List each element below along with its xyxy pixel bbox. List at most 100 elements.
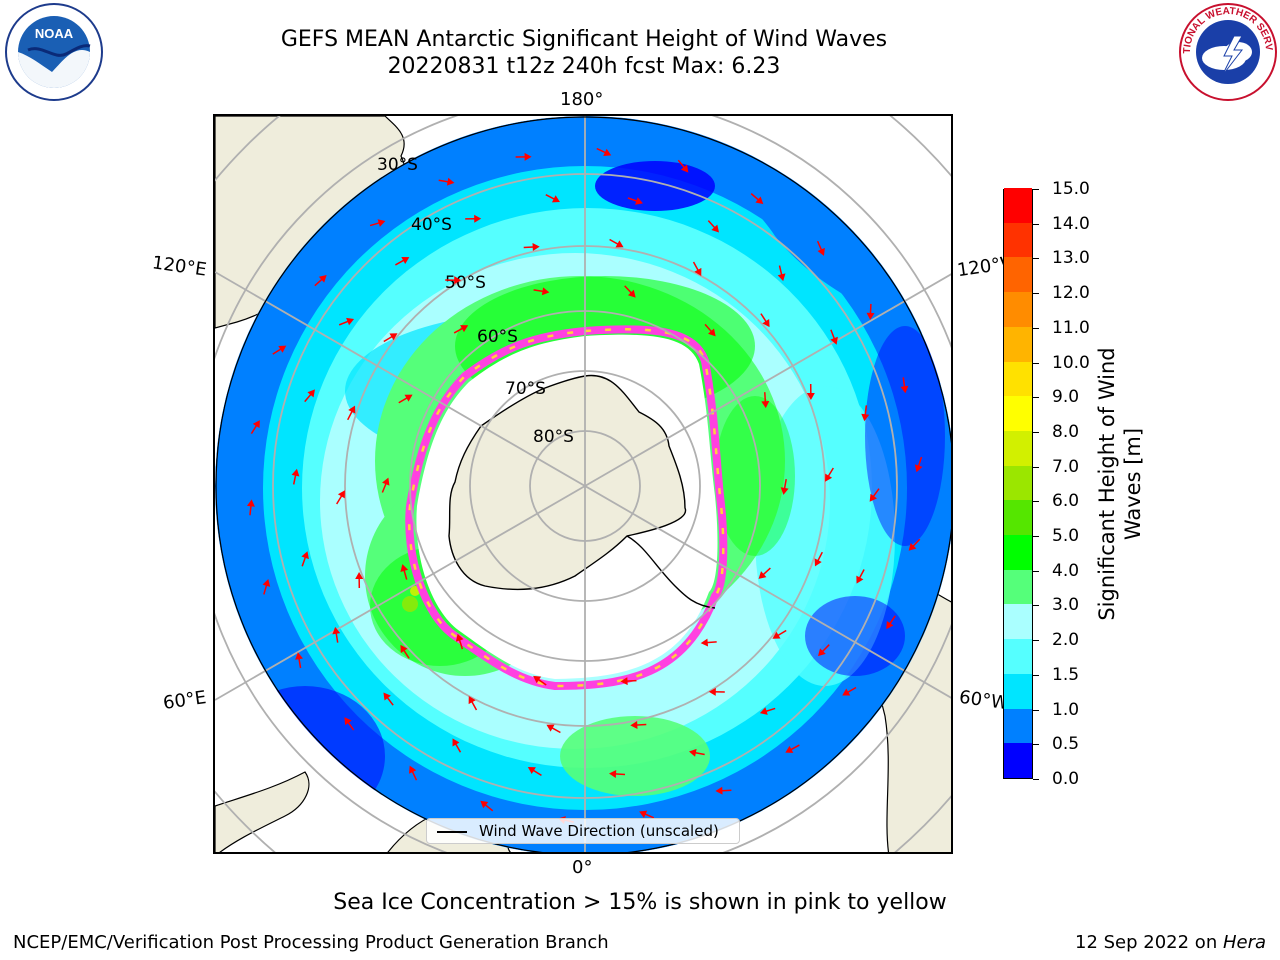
colorbar-segment <box>1004 361 1032 397</box>
colorbar-tick <box>1033 189 1039 190</box>
wave-arrow <box>409 765 418 781</box>
colorbar-segment <box>1004 326 1032 362</box>
map-panel: 30°S 40°S 50°S 60°S 70°S 80°S <box>213 114 953 854</box>
wave-arrow <box>900 377 909 394</box>
colorbar-tick-label: 7.0 <box>1052 456 1080 477</box>
colorbar-segment <box>1004 569 1032 605</box>
lat-labels: 30°S 40°S 50°S 60°S 70°S 80°S <box>377 155 574 447</box>
wave-arrow <box>861 405 870 422</box>
wave-arrow <box>627 197 643 205</box>
colorbar-tick-label: 13.0 <box>1052 248 1090 269</box>
colorbar-tick <box>1033 293 1039 295</box>
wave-arrow <box>272 345 287 355</box>
colorbar-tick-label: 11.0 <box>1052 317 1090 338</box>
colorbar-segment <box>1004 222 1032 258</box>
colorbar-segment <box>1004 603 1032 640</box>
colorbar-segment <box>1004 534 1032 570</box>
wave-arrow <box>523 243 540 251</box>
wave-arrow <box>355 572 364 589</box>
colorbar-tick-label: 0.5 <box>1052 734 1080 755</box>
lat-label-80s: 80°S <box>533 427 574 447</box>
wave-arrow <box>700 638 717 647</box>
wave-arrow <box>533 675 547 686</box>
footer-date: 12 Sep 2022 on Hera <box>1075 932 1266 953</box>
wave-arrow <box>455 633 464 650</box>
colorbar-segment <box>1004 708 1032 744</box>
wave-arrow <box>438 177 455 186</box>
lon-label-0: 0° <box>572 857 593 878</box>
footer-date-text: 12 Sep 2022 on <box>1075 932 1223 953</box>
wave-arrow <box>395 257 410 266</box>
wave-arrow <box>445 276 462 285</box>
wave-arrow <box>708 687 725 696</box>
wave-arrow <box>250 420 260 435</box>
lat-label-50s: 50°S <box>445 273 486 293</box>
lat-label-70s: 70°S <box>505 379 546 399</box>
wave-arrow <box>630 721 647 729</box>
colorbar-tick <box>1033 466 1039 468</box>
map-legend: Wind Wave Direction (unscaled) <box>426 818 740 844</box>
footer-host: Hera <box>1222 932 1266 953</box>
wave-arrow <box>785 744 800 753</box>
colorbar-tick-label: 9.0 <box>1052 387 1080 408</box>
footer-branch: NCEP/EMC/Verification Post Processing Pr… <box>13 932 609 953</box>
colorbar-tick-label: 4.0 <box>1052 560 1080 581</box>
lon-label-60e: 60°E <box>161 687 208 714</box>
legend-label: Wind Wave Direction (unscaled) <box>479 822 719 840</box>
wave-arrow <box>262 579 271 595</box>
wave-arrow <box>620 677 637 686</box>
colorbar-tick <box>1033 258 1039 260</box>
colorbar-tick-label: 6.0 <box>1052 491 1080 512</box>
chart-subtitle: 20220831 t12z 240h fcst Max: 6.23 <box>387 54 781 79</box>
wave-arrow <box>780 478 789 495</box>
lat-label-40s: 40°S <box>411 215 452 235</box>
wave-arrow <box>750 193 764 205</box>
wave-arrow <box>314 274 327 287</box>
colorbar-tick-label: 0.0 <box>1052 769 1080 789</box>
wave-arrow <box>816 240 825 256</box>
wave-arrow <box>677 159 689 173</box>
colorbar-tick <box>1033 327 1039 329</box>
colorbar <box>1003 187 1033 779</box>
wave-arrow <box>761 392 770 409</box>
wave-arrow <box>772 629 787 639</box>
wave-arrow <box>886 615 896 630</box>
colorbar-tick <box>1033 536 1039 538</box>
colorbar-tick-label: 5.0 <box>1052 526 1080 547</box>
wave-arrow <box>400 644 410 659</box>
colorbar-segment <box>1004 499 1032 536</box>
lat-label-60s: 60°S <box>477 327 518 347</box>
colorbar-tick <box>1033 605 1039 607</box>
wave-arrow <box>295 652 304 669</box>
wave-arrow <box>814 551 823 567</box>
wave-arrow <box>453 325 469 334</box>
wave-arrow <box>398 394 413 404</box>
colorbar-segment <box>1004 673 1032 709</box>
wave-arrow <box>344 717 355 731</box>
wave-arrow <box>866 303 875 320</box>
africa-landmass <box>215 771 310 852</box>
colorbar-tick <box>1033 674 1039 676</box>
wave-arrow <box>777 265 786 282</box>
colorbar-tick <box>1033 501 1039 503</box>
wave-arrow <box>759 707 776 715</box>
colorbar-tick-label: 10.0 <box>1052 352 1090 373</box>
wave-arrow <box>856 569 865 584</box>
wave-arrow <box>624 285 636 298</box>
wave-arrow <box>338 317 355 326</box>
wave-arrow <box>347 405 356 421</box>
wave-arrow <box>480 800 494 812</box>
antarctica-landmass <box>448 374 686 591</box>
wave-arrow <box>869 488 880 502</box>
wave-arrow <box>692 261 702 276</box>
wave-arrow <box>533 287 550 296</box>
colorbar-tick <box>1033 744 1039 746</box>
wave-arrow <box>381 477 390 493</box>
colorbar-tick <box>1033 640 1039 642</box>
nws-logo: NATIONAL WEATHER SERVICE <box>1178 2 1277 101</box>
wave-arrow <box>465 214 482 223</box>
wave-arrow <box>332 626 341 643</box>
wave-arrow <box>369 219 386 227</box>
colorbar-tick-label: 1.5 <box>1052 664 1080 685</box>
wave-arrow <box>707 220 719 233</box>
